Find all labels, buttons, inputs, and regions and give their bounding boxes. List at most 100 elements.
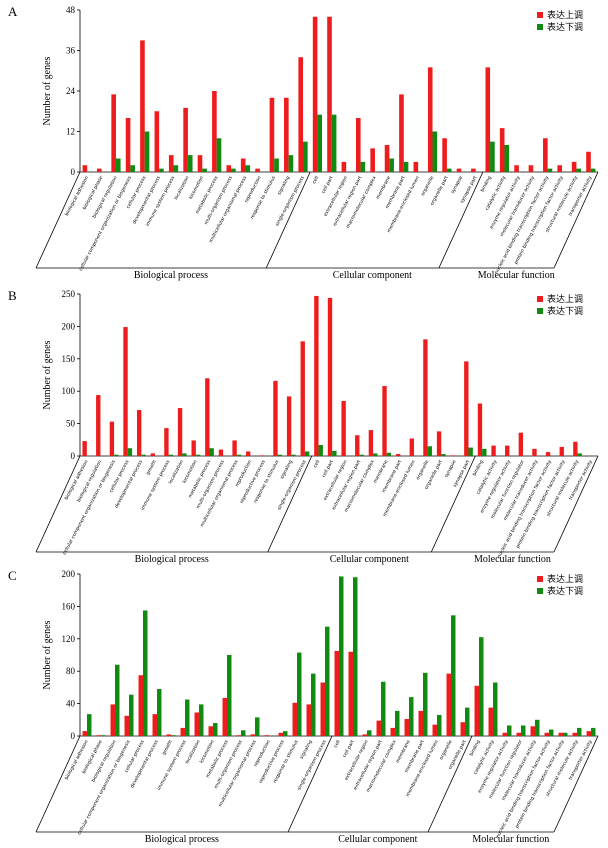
bar xyxy=(516,732,521,736)
group-label: Molecular function xyxy=(478,270,555,281)
bar xyxy=(115,158,121,172)
bar xyxy=(577,453,582,456)
bar xyxy=(306,704,311,736)
bar xyxy=(140,40,145,172)
bar xyxy=(303,141,308,172)
x-tick-label: multi-organism process xyxy=(203,175,234,226)
bar xyxy=(504,145,510,172)
bar xyxy=(283,731,288,736)
bar xyxy=(390,727,395,736)
bar xyxy=(545,452,551,456)
frame xyxy=(553,171,599,269)
bar xyxy=(502,732,507,736)
x-tick-label: transporter activity xyxy=(568,459,594,501)
bar xyxy=(194,712,199,736)
bar xyxy=(465,707,470,736)
bar xyxy=(549,729,554,736)
legend-label: 表达上调 xyxy=(547,293,583,305)
x-tick-label: organelle xyxy=(438,739,453,761)
bar xyxy=(199,704,204,736)
bar xyxy=(227,655,232,736)
bar xyxy=(226,165,232,172)
bar xyxy=(376,720,381,736)
bar xyxy=(493,682,498,736)
bar xyxy=(173,165,179,172)
bar xyxy=(218,449,224,456)
bar xyxy=(558,732,563,736)
bar xyxy=(114,454,119,456)
bar xyxy=(367,730,372,736)
bar xyxy=(586,731,591,736)
bar xyxy=(437,714,442,736)
bar xyxy=(143,610,148,736)
bar xyxy=(231,168,236,172)
x-tick-label: biological regulation xyxy=(76,459,103,503)
bar xyxy=(332,450,337,456)
bar xyxy=(205,378,210,456)
bar xyxy=(150,453,155,456)
bar xyxy=(477,403,483,456)
y-tick-label: 0 xyxy=(71,167,76,177)
bar xyxy=(286,396,292,456)
bar xyxy=(154,111,160,172)
bar xyxy=(423,339,428,456)
bar xyxy=(505,445,510,456)
x-tick-label: cell xyxy=(333,739,342,749)
panel-label: C xyxy=(8,568,17,583)
bar xyxy=(474,685,479,736)
bar xyxy=(180,727,185,736)
bar xyxy=(318,444,323,456)
legend-swatch xyxy=(537,308,543,314)
bar xyxy=(177,408,183,456)
y-tick-label: 36 xyxy=(66,46,76,56)
bar xyxy=(386,452,392,456)
bar xyxy=(576,168,582,172)
bar xyxy=(300,341,305,456)
x-tick-label: cell part xyxy=(321,459,335,479)
bar xyxy=(171,735,176,736)
bar xyxy=(278,732,283,736)
group-divider xyxy=(265,171,311,269)
bar xyxy=(441,454,446,456)
frame xyxy=(553,455,599,553)
bar xyxy=(460,722,465,736)
x-tick-label: single-organism process xyxy=(276,459,308,512)
bar xyxy=(334,650,339,736)
legend-label: 表达上调 xyxy=(547,9,583,21)
y-tick-label: 100 xyxy=(62,386,76,396)
x-tick-label: cellular component organization or bioge… xyxy=(78,175,134,272)
x-tick-label: cell xyxy=(311,175,320,185)
bar xyxy=(317,114,323,172)
x-tick-label: biological regulation xyxy=(91,739,118,783)
bar xyxy=(563,732,568,736)
x-tick-label: signaling xyxy=(299,739,314,760)
bar xyxy=(590,168,596,172)
bar xyxy=(432,131,438,172)
bar xyxy=(209,448,214,456)
bar xyxy=(571,161,577,172)
frame xyxy=(35,735,81,833)
bar xyxy=(255,168,260,172)
bar xyxy=(450,455,455,456)
x-tick-label: membrane xyxy=(375,175,392,200)
bar xyxy=(409,697,414,736)
bar xyxy=(384,145,390,172)
y-axis-title: Number of genes xyxy=(42,340,53,409)
y-tick-label: 50 xyxy=(66,419,76,429)
bar xyxy=(491,445,496,456)
x-tick-label: signaling xyxy=(279,459,294,480)
bar xyxy=(471,168,476,172)
bar xyxy=(482,448,487,456)
bar xyxy=(185,699,190,736)
bar xyxy=(183,107,188,172)
bar xyxy=(532,448,537,456)
group-divider xyxy=(427,735,473,833)
legend-label: 表达下调 xyxy=(547,585,583,597)
bar xyxy=(182,453,187,456)
bar xyxy=(499,128,505,172)
bar xyxy=(325,626,330,736)
bar xyxy=(241,730,246,736)
bar xyxy=(382,386,387,456)
bar xyxy=(530,726,535,736)
bar xyxy=(291,454,296,456)
